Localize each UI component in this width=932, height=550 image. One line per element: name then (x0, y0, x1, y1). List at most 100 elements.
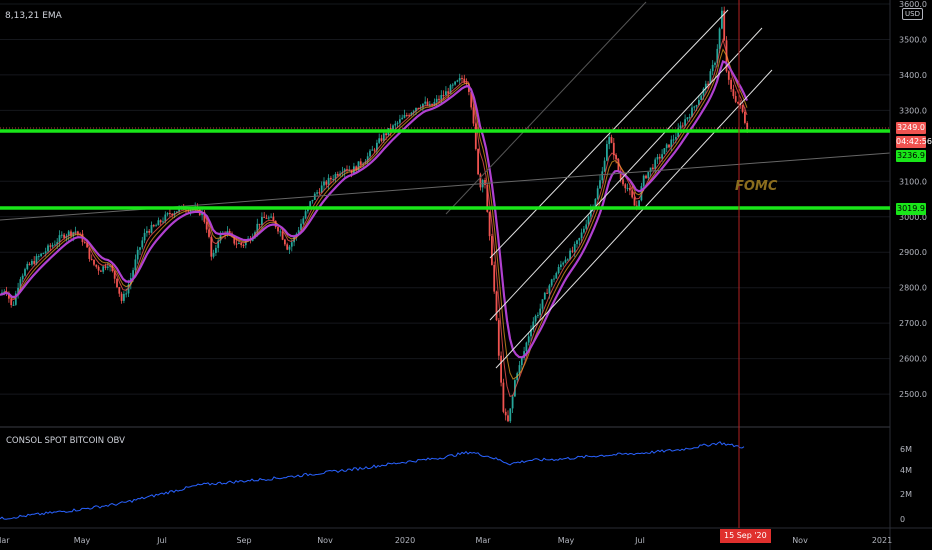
candle-body (491, 236, 493, 265)
candle-body (40, 253, 42, 257)
candle-body (74, 231, 77, 233)
candle-body (603, 160, 606, 172)
obv-indicator-label[interactable]: CONSOL SPOT BITCOIN OBV (6, 436, 125, 446)
candle-body (631, 190, 634, 198)
candle-body (385, 133, 387, 136)
candle-body (566, 259, 569, 261)
candle-body (721, 10, 723, 29)
candle-body (633, 197, 636, 206)
price-tick-label: 3000.0 (899, 213, 927, 222)
candle-body (325, 181, 328, 185)
candle-body (589, 209, 592, 217)
time-tick-label: 2021 (872, 536, 892, 545)
candle-body (357, 161, 360, 171)
candle-body (626, 188, 629, 190)
candle-body (159, 220, 162, 223)
candle-body (334, 174, 337, 180)
candle-body (477, 148, 479, 175)
time-axis-ticks: Mar May Jul Sep Nov 2020 Mar May Jul Nov 2021 (0, 536, 892, 545)
candle-body (734, 96, 737, 102)
candle-body (88, 247, 91, 259)
candle-body (12, 304, 15, 306)
candle-body (116, 278, 118, 288)
candle-body (396, 122, 399, 124)
candle-body (730, 79, 732, 90)
candle-body (233, 236, 236, 244)
candle-body (10, 298, 13, 306)
price-tick-label: 2900.0 (899, 248, 927, 257)
candle-body (707, 83, 709, 85)
candle-body (382, 133, 385, 141)
candle-body (578, 238, 581, 241)
candle-body (652, 167, 654, 170)
candle-body (642, 175, 645, 187)
obv-path (0, 441, 745, 520)
candle-body (60, 234, 63, 236)
candle-body (537, 315, 539, 317)
candle-body (716, 48, 719, 63)
candle-body (714, 62, 716, 65)
candle-body (560, 264, 562, 268)
candle-body (277, 227, 279, 232)
candle-body (525, 342, 528, 352)
candle-body (14, 293, 17, 305)
candle-body (208, 229, 210, 237)
candle-body (318, 192, 321, 194)
candle-body (463, 78, 466, 83)
candle-body (573, 243, 576, 252)
candle-body (336, 174, 339, 176)
indicator-label[interactable]: 8,13,21 EMA (5, 11, 62, 21)
candle-body (258, 223, 261, 225)
candle-body (530, 329, 532, 337)
price-tick-label: 2600.0 (899, 355, 927, 364)
candle-body (332, 179, 335, 181)
candle-body (606, 144, 608, 161)
fomc-annotation[interactable]: FOMC (735, 179, 778, 194)
time-tick-label: Mar (0, 536, 10, 545)
candle-body (732, 89, 735, 97)
candle-body (709, 71, 712, 85)
candle-body (95, 264, 98, 267)
price-tick-label: 2500.0 (899, 390, 927, 399)
time-tick-label: May (558, 536, 575, 545)
candle-body (497, 320, 500, 356)
candle-body (493, 264, 496, 292)
candle-body (143, 232, 146, 241)
level-2-price-tag: 3019.9 (896, 203, 926, 215)
obv-tick-label: 4M (900, 466, 912, 475)
candle-body (152, 225, 155, 227)
candle-body (746, 122, 749, 133)
candle-body (458, 78, 461, 81)
ema-13-line (0, 48, 748, 380)
candle-body (272, 216, 275, 221)
candle-body (171, 213, 174, 216)
currency-badge[interactable]: USD (902, 8, 923, 20)
candle-body (585, 224, 588, 229)
candle-body (47, 245, 49, 252)
candle-body (215, 247, 217, 253)
candle-body (417, 107, 420, 109)
candle-body (424, 101, 427, 104)
candle-body (42, 253, 45, 255)
candle-body (238, 242, 240, 244)
candle-body (302, 218, 305, 224)
candle-body (629, 188, 631, 191)
price-tick-label: 3300.0 (899, 106, 927, 115)
candle-body (8, 292, 10, 299)
candle-body (670, 139, 673, 148)
candle-body (113, 271, 116, 279)
candle-body (21, 275, 24, 280)
candle-body (470, 91, 473, 108)
candle-body (539, 308, 542, 316)
candle-body (541, 299, 544, 309)
candle-body (456, 80, 459, 82)
candle-body (681, 125, 684, 127)
candle-body (56, 242, 59, 245)
candle-body (408, 115, 410, 117)
candle-body (28, 263, 31, 265)
candle-body (169, 213, 171, 215)
candle-body (619, 171, 622, 180)
candle-body (162, 221, 164, 223)
candle-body (93, 259, 95, 265)
